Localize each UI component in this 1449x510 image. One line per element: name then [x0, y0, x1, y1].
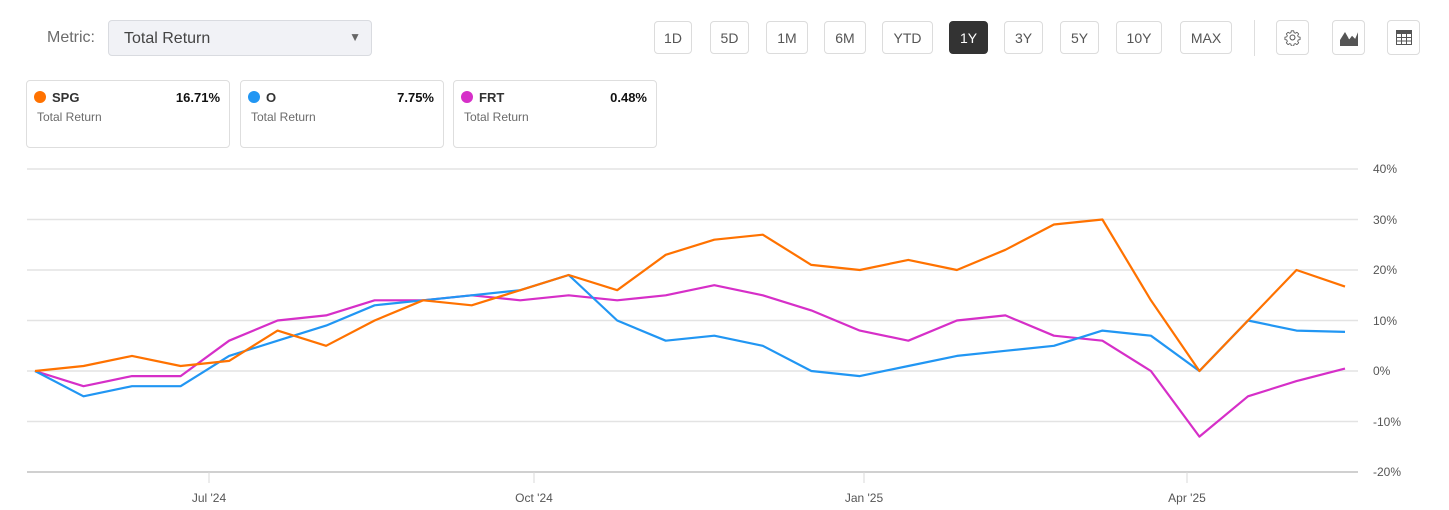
series-line-frt[interactable] [34, 284, 1346, 438]
series-color-dot [461, 91, 473, 103]
y-axis-label: 0% [1373, 364, 1391, 378]
legend-metric: Total Return [464, 110, 529, 124]
legend-ticker: FRT [479, 90, 505, 105]
range-button-5d[interactable]: 5D [710, 21, 749, 54]
y-axis-label: 40% [1373, 162, 1398, 176]
range-button-1m[interactable]: 1M [766, 21, 808, 54]
range-button-1d[interactable]: 1D [654, 21, 692, 54]
y-axis-label: 30% [1373, 212, 1398, 227]
toolbar-divider [1254, 20, 1255, 56]
series-line-o[interactable] [34, 273, 1346, 398]
range-button-1y[interactable]: 1Y [949, 21, 988, 54]
metric-select-value: Total Return [124, 30, 211, 47]
legend-metric: Total Return [37, 110, 102, 124]
legend-value: 16.71% [175, 90, 220, 105]
metric-select[interactable]: Total Return ▼ [108, 20, 372, 56]
series-line-spg[interactable] [34, 218, 1346, 373]
legend-card-spg[interactable]: SPG 16.71% Total Return [26, 80, 230, 148]
chart-type-button[interactable] [1332, 20, 1365, 55]
legend-card-frt[interactable]: FRT 0.48% Total Return [453, 80, 657, 148]
y-axis-label: 10% [1373, 313, 1398, 328]
range-button-ytd[interactable]: YTD [882, 21, 933, 54]
legend-ticker: O [266, 90, 277, 105]
range-button-5y[interactable]: 5Y [1060, 21, 1099, 54]
legend-value: 7.75% [397, 90, 434, 105]
legend-value: 0.48% [610, 90, 647, 105]
series-color-dot [248, 91, 260, 103]
area-chart-icon [1339, 30, 1358, 46]
legend-metric: Total Return [251, 110, 316, 124]
range-button-10y[interactable]: 10Y [1116, 21, 1162, 54]
x-axis-label: Jan '25 [844, 491, 884, 505]
metric-label: Metric: [47, 29, 95, 46]
caret-down-icon: ▼ [349, 30, 361, 44]
y-axis-label: 20% [1373, 263, 1398, 277]
chart-area[interactable]: 40% 30% 20% 10% 0% -10% -20% Jul '24 Oct '24 Jan… [0, 150, 1449, 510]
x-axis-label: Oct '24 [515, 491, 553, 505]
series-color-dot [34, 91, 46, 103]
range-button-max[interactable]: MAX [1180, 21, 1232, 54]
table-view-button[interactable] [1387, 20, 1420, 55]
range-button-6m[interactable]: 6M [824, 21, 866, 54]
gear-icon [1284, 30, 1301, 46]
y-axis-label: -20% [1373, 465, 1402, 479]
table-icon [1395, 30, 1412, 45]
legend-ticker: SPG [52, 90, 80, 105]
toolbar: Metric: Total Return ▼ 1D 5D 1M 6M YTD 1Y 3Y 5Y… [0, 0, 1449, 70]
y-axis-label: -10% [1373, 414, 1402, 429]
settings-button[interactable] [1276, 20, 1309, 55]
legend-card-o[interactable]: O 7.75% Total Return [240, 80, 444, 148]
line-chart[interactable] [0, 150, 1449, 510]
x-axis-label: Apr '25 [1168, 491, 1206, 505]
x-axis-label: Jul '24 [191, 491, 227, 505]
range-button-3y[interactable]: 3Y [1004, 21, 1043, 54]
